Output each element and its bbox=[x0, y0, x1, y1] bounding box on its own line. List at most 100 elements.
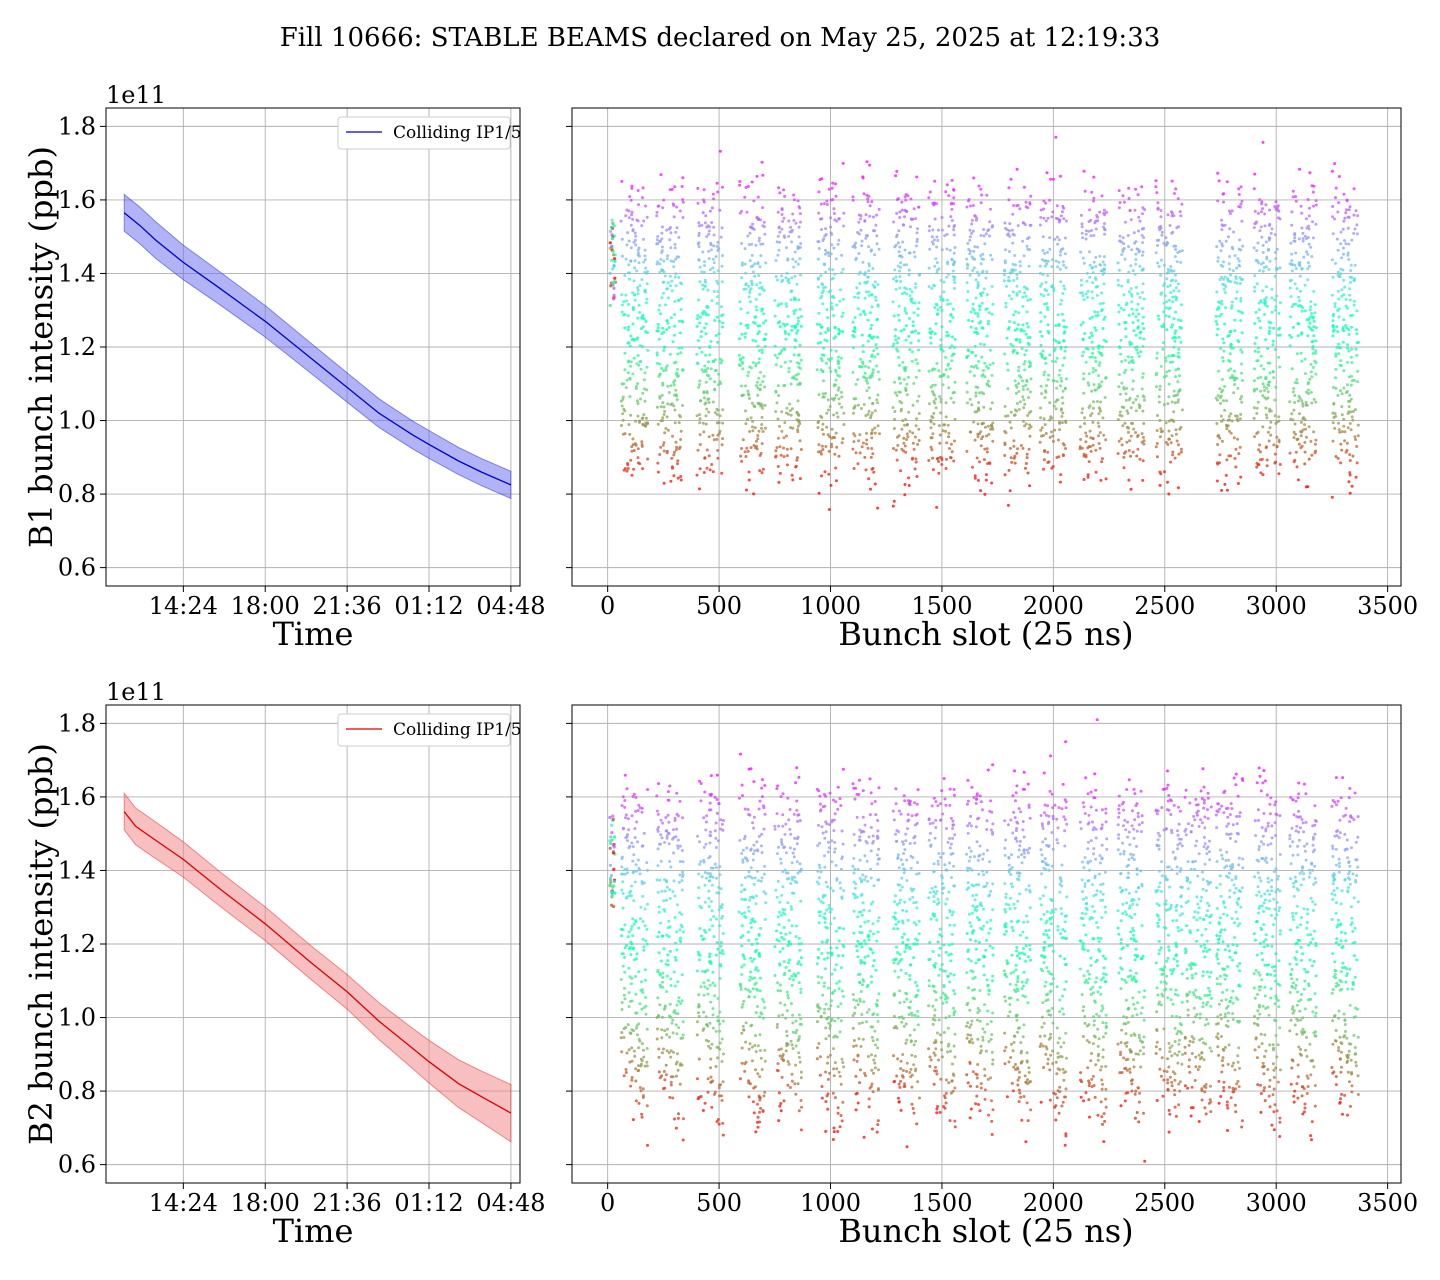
scatter-point bbox=[679, 923, 683, 927]
scatter-point bbox=[1004, 414, 1008, 418]
scatter-point bbox=[793, 338, 797, 342]
scatter-point bbox=[1079, 213, 1083, 217]
scatter-point bbox=[1299, 304, 1303, 308]
scatter-point bbox=[638, 420, 641, 424]
scatter-point bbox=[673, 956, 677, 959]
scatter-point bbox=[931, 383, 935, 387]
scatter-point bbox=[858, 433, 862, 437]
scatter-point bbox=[1045, 171, 1049, 175]
scatter-point bbox=[1252, 416, 1256, 420]
scatter-point bbox=[826, 328, 830, 332]
scatter-point bbox=[985, 382, 989, 386]
scatter-point bbox=[640, 224, 644, 228]
scatter-point bbox=[1277, 209, 1281, 213]
scatter-point bbox=[718, 865, 722, 869]
scatter-point bbox=[1176, 367, 1180, 371]
scatter-point bbox=[671, 1018, 675, 1022]
scatter-point bbox=[635, 820, 639, 824]
scatter-point bbox=[1311, 236, 1315, 240]
scatter-point bbox=[1101, 416, 1105, 420]
scatter-point bbox=[1172, 354, 1176, 358]
scatter-point bbox=[988, 363, 992, 367]
scatter-point bbox=[918, 273, 922, 277]
scatter-point bbox=[836, 362, 840, 366]
scatter-point bbox=[1309, 390, 1313, 394]
scatter-point bbox=[819, 368, 823, 372]
scatter-point bbox=[1240, 350, 1244, 354]
scatter-point bbox=[711, 1026, 715, 1030]
b1-legend-box bbox=[337, 116, 511, 150]
scatter-point bbox=[681, 216, 685, 219]
scatter-point bbox=[709, 367, 713, 371]
scatter-point bbox=[987, 384, 991, 388]
scatter-point bbox=[657, 930, 661, 934]
scatter-point bbox=[909, 197, 913, 201]
scatter-point bbox=[1347, 242, 1351, 246]
scatter-point bbox=[631, 217, 635, 221]
scatter-point bbox=[1008, 320, 1012, 323]
scatter-point bbox=[859, 357, 863, 361]
scatter-point bbox=[707, 410, 711, 414]
scatter-point bbox=[837, 327, 841, 331]
y-tick-label: 1.2 bbox=[58, 930, 96, 958]
scatter-point bbox=[738, 211, 742, 215]
scatter-point bbox=[663, 889, 667, 893]
scatter-point bbox=[748, 259, 752, 263]
scatter-point bbox=[717, 908, 721, 912]
scatter-point bbox=[932, 283, 936, 287]
scatter-point bbox=[631, 372, 635, 376]
scatter-point bbox=[619, 219, 623, 223]
scatter-point bbox=[620, 424, 623, 427]
scatter-point bbox=[1311, 190, 1315, 194]
scatter-point bbox=[1337, 315, 1341, 319]
scatter-point bbox=[1141, 315, 1145, 319]
scatter-point bbox=[638, 1002, 642, 1006]
scatter-point bbox=[1269, 420, 1273, 424]
scatter-point bbox=[819, 202, 823, 206]
scatter-point bbox=[707, 889, 711, 893]
scatter-point bbox=[899, 261, 903, 265]
scatter-point bbox=[1264, 203, 1268, 207]
scatter-point bbox=[669, 1080, 673, 1084]
scatter-point bbox=[1268, 371, 1272, 375]
scatter-point bbox=[746, 874, 750, 878]
scatter-point bbox=[1299, 434, 1303, 438]
scatter-point bbox=[1006, 233, 1010, 237]
scatter-point bbox=[1234, 297, 1238, 300]
scatter-point bbox=[989, 407, 992, 411]
scatter-point bbox=[756, 988, 760, 992]
scatter-point bbox=[611, 851, 616, 855]
scatter-point bbox=[860, 244, 864, 248]
scatter-point bbox=[714, 846, 718, 849]
scatter-point bbox=[1340, 430, 1344, 434]
scatter-point bbox=[656, 204, 660, 208]
scatter-point bbox=[760, 309, 764, 313]
scatter-point bbox=[1093, 356, 1097, 360]
scatter-point bbox=[1120, 443, 1124, 447]
scatter-point bbox=[704, 322, 708, 326]
scatter-point bbox=[749, 767, 753, 771]
scatter-point bbox=[632, 870, 636, 874]
scatter-point bbox=[1314, 222, 1318, 226]
scatter-point bbox=[973, 438, 977, 442]
scatter-point bbox=[865, 389, 869, 393]
scatter-point bbox=[1038, 330, 1042, 334]
scatter-point bbox=[1023, 353, 1027, 357]
scatter-point bbox=[979, 292, 983, 296]
scatter-point bbox=[1088, 355, 1092, 359]
scatter-point bbox=[1272, 376, 1276, 380]
scatter-point bbox=[720, 1037, 724, 1041]
scatter-point bbox=[712, 271, 716, 274]
scatter-point bbox=[982, 257, 985, 261]
scatter-point bbox=[1257, 301, 1261, 305]
scatter-point bbox=[659, 833, 663, 837]
scatter-point bbox=[1180, 408, 1184, 412]
scatter-point bbox=[1267, 439, 1271, 443]
scatter-point bbox=[1296, 437, 1300, 441]
scatter-point bbox=[1352, 278, 1356, 282]
scatter-point bbox=[674, 393, 678, 397]
scatter-point bbox=[966, 290, 970, 293]
scatter-point bbox=[669, 259, 673, 263]
scatter-point bbox=[939, 295, 943, 299]
scatter-point bbox=[763, 784, 767, 787]
